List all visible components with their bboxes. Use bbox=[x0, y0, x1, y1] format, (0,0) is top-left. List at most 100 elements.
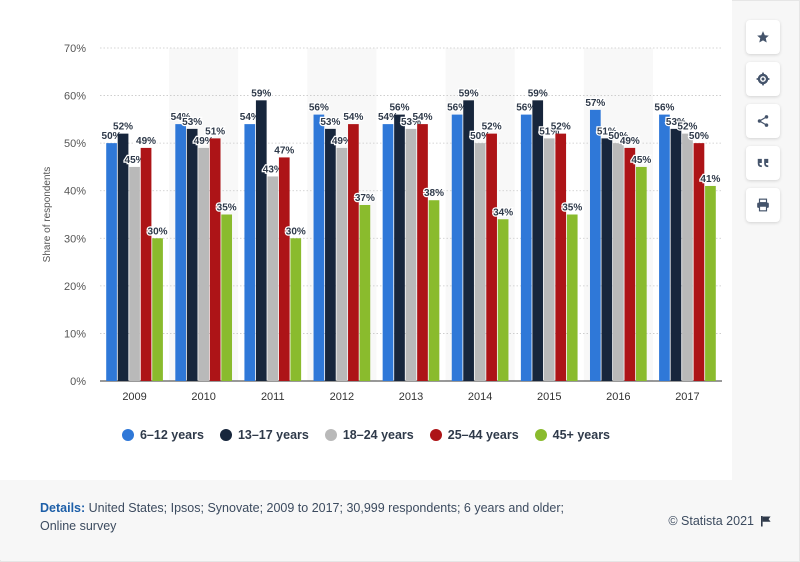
bar-value-label: 52% bbox=[677, 122, 697, 133]
bar-value-label: 56% bbox=[447, 103, 467, 114]
legend-item[interactable]: 18–24 years bbox=[324, 428, 414, 442]
bar bbox=[589, 109, 601, 381]
gear-icon bbox=[756, 72, 770, 86]
bar bbox=[463, 100, 474, 381]
chart-legend: 6–12 years 13–17 years 18–24 years 25–44 ye… bbox=[0, 428, 732, 442]
bar-value-label: 54% bbox=[343, 112, 363, 123]
bar bbox=[405, 128, 417, 381]
bar-value-label: 49% bbox=[136, 136, 156, 147]
bar-value-label: 45% bbox=[631, 155, 651, 166]
bar-value-label: 56% bbox=[516, 103, 536, 114]
bar bbox=[336, 147, 348, 381]
y-tick-label: 50% bbox=[64, 138, 86, 150]
bar bbox=[520, 114, 532, 381]
bar-value-label: 54% bbox=[378, 112, 398, 123]
bar-value-label: 52% bbox=[482, 122, 502, 133]
bar bbox=[682, 133, 693, 381]
print-button[interactable] bbox=[746, 188, 780, 222]
y-tick-label: 20% bbox=[64, 281, 86, 293]
bar bbox=[106, 143, 117, 381]
bar bbox=[186, 128, 198, 381]
settings-button[interactable] bbox=[746, 62, 780, 96]
legend-swatch bbox=[429, 429, 442, 441]
print-icon bbox=[757, 198, 769, 212]
bar-value-label: 59% bbox=[528, 88, 548, 99]
cite-button[interactable] bbox=[746, 146, 780, 180]
legend-item[interactable]: 13–17 years bbox=[219, 428, 309, 442]
bar-value-label: 57% bbox=[585, 98, 605, 109]
bar bbox=[221, 214, 233, 381]
legend-item[interactable]: 45+ years bbox=[534, 428, 611, 442]
bar bbox=[140, 147, 152, 381]
bar-value-label: 52% bbox=[113, 122, 133, 133]
y-tick-label: 60% bbox=[64, 91, 86, 103]
legend-label: 45+ years bbox=[552, 428, 611, 442]
bar-value-label: 49% bbox=[620, 136, 640, 147]
x-tick-label: 2015 bbox=[537, 391, 561, 403]
bar bbox=[659, 114, 670, 381]
legend-item[interactable]: 6–12 years bbox=[121, 428, 204, 442]
y-tick-label: 30% bbox=[64, 233, 86, 245]
y-tick-label: 40% bbox=[64, 186, 86, 198]
y-tick-label: 70% bbox=[64, 43, 86, 55]
details-label: Details: bbox=[40, 501, 86, 515]
bar-value-label: 56% bbox=[309, 103, 329, 114]
y-tick-label: 0% bbox=[70, 376, 86, 388]
y-tick-label: 10% bbox=[64, 328, 86, 340]
bar-value-label: 54% bbox=[240, 112, 260, 123]
favorite-button[interactable] bbox=[746, 20, 780, 54]
bar bbox=[601, 138, 613, 381]
x-tick-label: 2013 bbox=[399, 391, 423, 403]
bar bbox=[474, 143, 486, 381]
bar-value-label: 35% bbox=[217, 203, 237, 214]
bar-value-label: 51% bbox=[597, 126, 617, 137]
bar bbox=[705, 185, 716, 381]
bar bbox=[532, 100, 544, 381]
bar-value-label: 30% bbox=[286, 226, 306, 237]
bar-value-label: 50% bbox=[608, 131, 628, 142]
bar-value-label: 50% bbox=[470, 131, 490, 142]
bar bbox=[129, 166, 140, 381]
bar bbox=[209, 138, 221, 381]
statista-credit[interactable]: © Statista 2021 bbox=[668, 514, 772, 528]
bar bbox=[566, 214, 578, 381]
bar-value-label: 50% bbox=[102, 131, 122, 142]
bar bbox=[394, 114, 405, 381]
bar-value-label: 54% bbox=[171, 112, 191, 123]
bar bbox=[382, 124, 394, 381]
bar-value-label: 53% bbox=[182, 117, 202, 128]
legend-item[interactable]: 25–44 years bbox=[429, 428, 519, 442]
credit-text: © Statista 2021 bbox=[668, 514, 754, 528]
bar bbox=[428, 200, 440, 381]
bar-value-label: 45% bbox=[125, 155, 145, 166]
bar bbox=[635, 166, 647, 381]
legend-label: 18–24 years bbox=[342, 428, 414, 442]
bar bbox=[612, 143, 624, 381]
bar bbox=[543, 138, 555, 381]
bar-value-label: 56% bbox=[654, 103, 674, 114]
bar-value-label: 51% bbox=[539, 126, 559, 137]
legend-swatch bbox=[324, 429, 337, 441]
bar bbox=[348, 124, 359, 381]
bar-value-label: 43% bbox=[263, 164, 283, 175]
quote-icon bbox=[757, 158, 769, 168]
bar-value-label: 53% bbox=[320, 117, 340, 128]
bar bbox=[451, 114, 463, 381]
share-button[interactable] bbox=[746, 104, 780, 138]
x-tick-label: 2017 bbox=[675, 391, 699, 403]
bar bbox=[359, 204, 371, 381]
share-icon bbox=[757, 115, 769, 127]
bar-value-label: 35% bbox=[562, 203, 582, 214]
chart-footer: Details: United States; Ipsos; Synovate;… bbox=[0, 480, 798, 560]
bar bbox=[497, 219, 509, 381]
chart-toolbar bbox=[746, 20, 780, 222]
bar-value-label: 56% bbox=[389, 103, 409, 114]
bar bbox=[417, 124, 428, 381]
bar bbox=[624, 147, 636, 381]
legend-swatch bbox=[121, 429, 134, 441]
legend-swatch bbox=[219, 429, 232, 441]
bar bbox=[278, 157, 290, 381]
bar-value-label: 30% bbox=[148, 226, 168, 237]
y-axis-label: Share of respondents bbox=[42, 167, 53, 263]
bar-value-label: 47% bbox=[274, 145, 294, 156]
